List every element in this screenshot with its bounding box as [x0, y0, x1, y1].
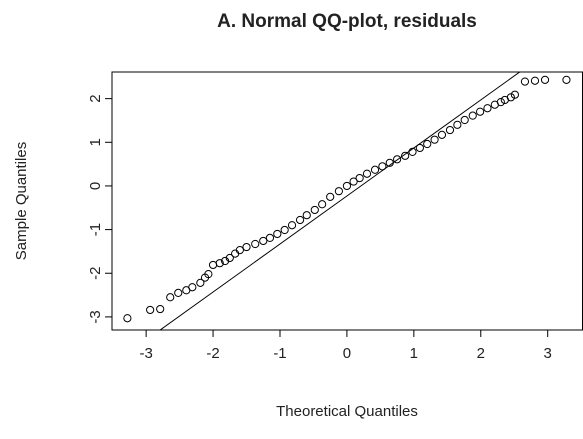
data-point [318, 200, 327, 209]
data-point [146, 305, 155, 315]
y-axis-label: Sample Quantiles [13, 142, 30, 260]
x-tick-label: 1 [410, 345, 418, 362]
data-point [423, 139, 432, 149]
data-point [530, 76, 540, 85]
data-point [445, 125, 455, 135]
data-point [408, 147, 417, 156]
data-point [362, 169, 372, 178]
data-point [251, 239, 260, 249]
data-point [355, 173, 364, 183]
data-point [188, 283, 197, 292]
data-point [295, 215, 305, 225]
data-point [349, 177, 358, 186]
data-point [334, 187, 343, 196]
data-point [302, 211, 311, 220]
data-point [415, 143, 424, 153]
chart-title: A. Normal QQ-plot, residuals [217, 11, 477, 32]
y-tick-label: 2 [87, 94, 104, 102]
data-point [520, 77, 530, 86]
data-point [273, 229, 282, 239]
data-point [370, 165, 380, 174]
data-point [280, 225, 289, 235]
data-point [225, 253, 234, 263]
data-point [510, 90, 520, 99]
data-point [401, 151, 410, 160]
data-point [123, 314, 132, 323]
data-point [476, 107, 485, 116]
data-point [430, 135, 439, 144]
x-tick-label: 2 [477, 345, 485, 362]
data-point [287, 221, 297, 230]
data-point [196, 278, 205, 287]
data-point [562, 75, 571, 84]
data-point [385, 158, 394, 167]
data-point [215, 259, 224, 268]
data-point [506, 93, 515, 102]
x-tick-label: 0 [343, 345, 351, 362]
data-point [231, 249, 240, 258]
data-point [156, 304, 165, 314]
data-point [204, 270, 213, 279]
x-tick-label: -3 [139, 345, 152, 362]
y-tick-label: -2 [87, 267, 104, 280]
data-point [460, 115, 469, 125]
y-tick-label: 0 [87, 182, 104, 190]
data-point [166, 293, 175, 302]
data-point [235, 246, 244, 255]
x-tick-label: -2 [206, 345, 219, 362]
x-tick-label: 3 [544, 345, 552, 362]
data-point [483, 104, 492, 113]
data-point [393, 155, 402, 164]
data-point [265, 233, 275, 242]
x-tick-label: -1 [273, 345, 286, 362]
data-point [174, 288, 183, 297]
data-point [310, 205, 319, 215]
data-point [259, 236, 268, 246]
x-axis-label: Theoretical Quantiles [276, 403, 418, 420]
y-tick-label: 1 [87, 138, 104, 146]
data-point [437, 130, 447, 139]
y-tick-label: -1 [87, 223, 104, 236]
data-point [540, 75, 550, 84]
data-point [378, 162, 387, 171]
data-point [208, 260, 218, 270]
reference-line [159, 72, 521, 330]
data-point [453, 120, 462, 129]
data-point [242, 242, 251, 252]
y-tick-label: -3 [87, 310, 104, 323]
data-point [342, 181, 352, 191]
data-point [326, 192, 335, 201]
data-point [496, 98, 505, 107]
data-point [468, 111, 477, 120]
